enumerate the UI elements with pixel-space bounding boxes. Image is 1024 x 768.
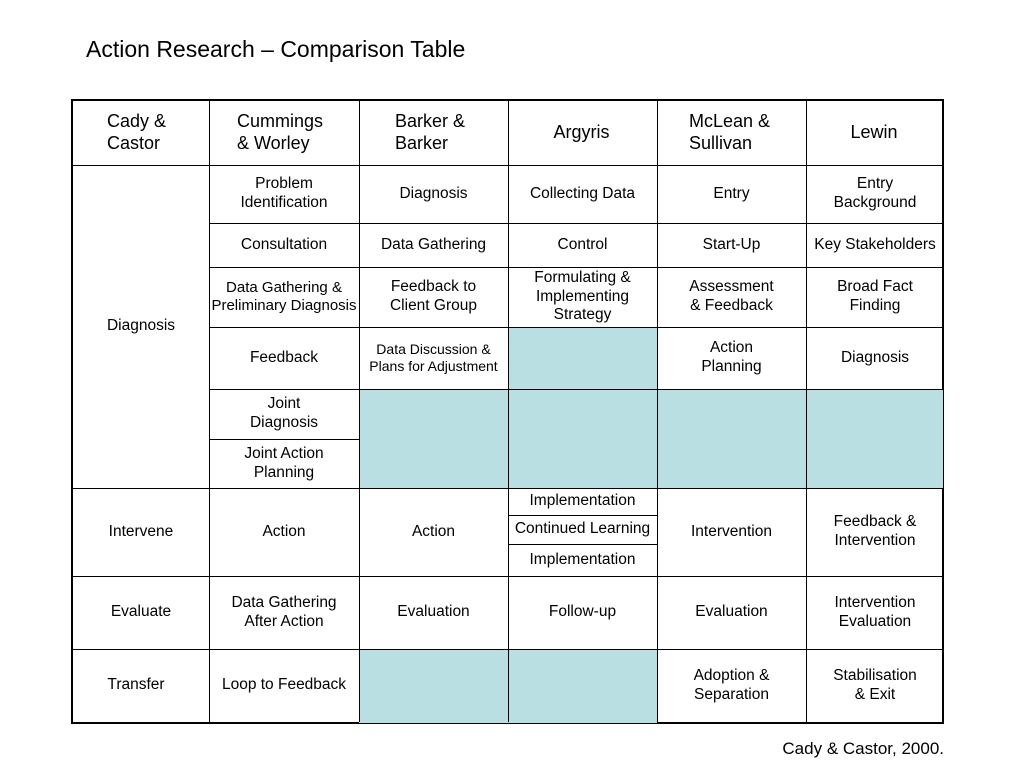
table-cell: Entry Background	[833, 175, 917, 211]
grid-line	[508, 544, 657, 545]
table-cell: Data Discussion & Plans for Adjustment	[369, 340, 498, 374]
header-lewin: Lewin	[850, 122, 898, 143]
grid-line	[508, 515, 657, 516]
table-cell: Action Planning	[701, 339, 762, 375]
table-cell: Formulating & Implementing Strategy	[534, 268, 631, 324]
table-cell: Continued Learning	[514, 520, 651, 538]
grid-line	[73, 649, 944, 650]
table-cell: Feedback & Intervention	[833, 513, 917, 549]
table-cell: Control	[557, 235, 608, 253]
grid-line	[73, 165, 944, 166]
table-cell: Start-Up	[702, 235, 761, 253]
table-cell: Follow-up	[548, 603, 617, 621]
header-cady-castor: Cady & Castor	[107, 111, 167, 153]
table-cell: Action	[262, 522, 306, 540]
grid-line	[209, 223, 944, 224]
phase-label-evaluate: Evaluate	[110, 603, 172, 621]
table-cell: Broad Fact Finding	[837, 278, 913, 314]
table-cell: Intervention Evaluation	[834, 593, 916, 630]
table-cell: Entry	[713, 184, 750, 202]
phase-label-transfer: Transfer	[107, 676, 165, 694]
table-cell: Evaluation	[397, 603, 470, 621]
grid-line	[209, 327, 944, 328]
empty-block-r5-r6	[359, 389, 943, 488]
source-credit: Cady & Castor, 2000.	[782, 739, 944, 758]
table-cell: Evaluation	[695, 603, 768, 621]
table-cell: Implementation	[529, 550, 636, 568]
grid-line	[209, 439, 359, 440]
table-cell: Loop to Feedback	[221, 676, 347, 694]
grid-line	[657, 101, 658, 722]
header-argyris: Argyris	[553, 122, 610, 143]
comparison-table: Cady & Castor Cummings & Worley Barker &…	[71, 99, 944, 724]
table-cell: Feedback	[249, 348, 319, 366]
phase-label-diagnosis: Diagnosis	[106, 317, 176, 335]
table-cell: Stabilisation & Exit	[833, 666, 917, 703]
table-cell: Action	[411, 522, 456, 540]
table-cell: Data Gathering	[380, 235, 487, 253]
table-cell: Feedback to Client Group	[389, 278, 477, 314]
grid-line	[359, 101, 360, 722]
table-cell: Diagnosis	[399, 184, 468, 202]
table-cell: Assessment & Feedback	[689, 278, 774, 314]
table-cell: Intervention	[691, 522, 772, 540]
table-cell: Adoption & Separation	[693, 666, 770, 703]
table-cell: Implementation	[529, 492, 636, 510]
grid-line	[209, 101, 210, 722]
header-cummings-worley: Cummings & Worley	[237, 111, 324, 153]
grid-line	[73, 576, 944, 577]
empty-cell-argyris-r4	[508, 327, 657, 389]
phase-label-intervene: Intervene	[108, 522, 174, 540]
table-cell: Key Stakeholders	[814, 235, 936, 253]
table-cell: Data Gathering After Action	[231, 593, 337, 630]
table-cell: Consultation	[240, 235, 328, 253]
grid-line	[508, 101, 509, 722]
grid-line	[73, 488, 944, 489]
grid-line	[209, 267, 944, 268]
header-mclean-sullivan: McLean & Sullivan	[689, 111, 771, 153]
table-cell: Data Gathering & Preliminary Diagnosis	[211, 278, 357, 314]
table-cell: Diagnosis	[840, 348, 910, 366]
page-title: Action Research – Comparison Table	[86, 36, 466, 62]
table-cell: Joint Action Planning	[244, 444, 324, 481]
table-cell: Collecting Data	[529, 184, 636, 202]
header-barker-barker: Barker & Barker	[395, 111, 466, 153]
table-cell: Joint Diagnosis	[249, 395, 319, 431]
grid-line	[209, 389, 944, 390]
table-cell: Problem Identification	[240, 175, 328, 211]
grid-line	[806, 101, 807, 722]
